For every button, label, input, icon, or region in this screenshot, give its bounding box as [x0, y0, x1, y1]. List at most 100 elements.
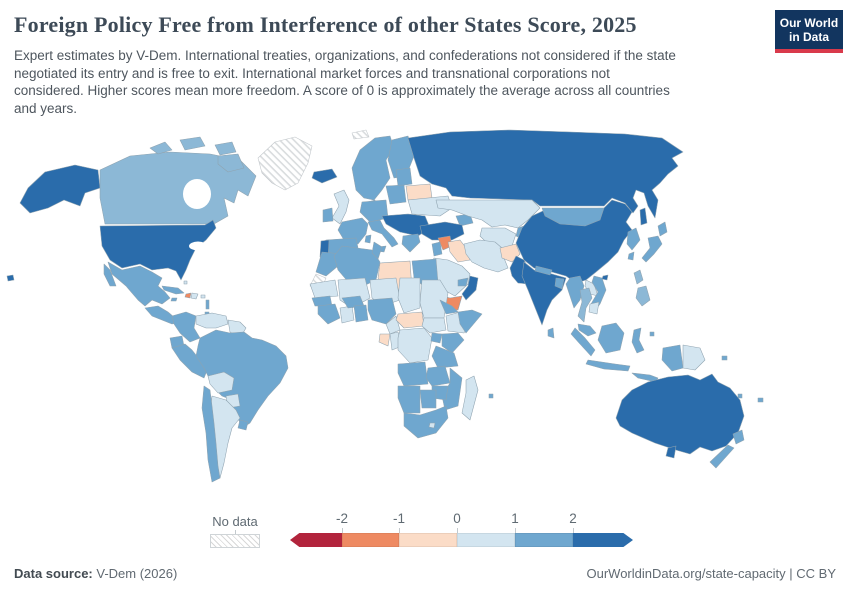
map-region-greece[interactable] [401, 233, 421, 253]
map-region-mongolia[interactable] [541, 207, 605, 227]
legend-segment-minus1-0[interactable] [399, 533, 457, 547]
map-region-brazil[interactable] [195, 329, 289, 429]
map-region-greenland[interactable] [257, 136, 313, 191]
map-region-svalbard[interactable] [351, 129, 370, 140]
legend-segment-minus2-minus1[interactable] [342, 533, 399, 547]
map-region-cambodia[interactable] [588, 301, 600, 315]
map-region-ivory-coast[interactable] [339, 305, 355, 324]
map-region-fiji[interactable] [757, 397, 764, 403]
map-region-car[interactable] [395, 311, 425, 329]
map-region-thailand[interactable] [577, 287, 593, 323]
map-region-australia[interactable] [615, 373, 745, 455]
map-region-bahamas[interactable] [183, 280, 188, 285]
map-region-tanzania[interactable] [431, 345, 459, 369]
map-region-poland[interactable] [385, 184, 407, 205]
legend-segment-1-2[interactable] [515, 533, 573, 547]
map-region-mexico[interactable] [107, 261, 171, 307]
map-region-botswana[interactable] [419, 389, 437, 409]
owid-logo[interactable]: Our World in Data [775, 10, 843, 53]
map-region-south-africa[interactable] [403, 405, 449, 439]
map-region-nz-south[interactable] [709, 444, 735, 469]
map-region-zambia[interactable] [425, 365, 451, 387]
map-region-kazakhstan[interactable] [435, 199, 541, 229]
legend-segment-0-1[interactable] [457, 533, 515, 547]
map-region-japan-hokkaido[interactable] [657, 221, 668, 237]
map-region-sudan[interactable] [419, 279, 449, 319]
map-region-baja[interactable] [103, 263, 117, 287]
legend-segment-gt-2[interactable] [573, 533, 633, 547]
map-region-japan-honshu[interactable] [641, 235, 663, 263]
map-region-sumatra[interactable] [570, 327, 596, 357]
map-region-namibia[interactable] [397, 385, 421, 414]
map-region-canada-arctic[interactable] [179, 136, 206, 151]
map-region-puerto-rico[interactable] [200, 294, 206, 299]
map-region-borneo[interactable] [597, 322, 625, 354]
map-region-hainan[interactable] [601, 274, 609, 281]
map-region-uganda[interactable] [430, 332, 443, 344]
map-region-belarus[interactable] [405, 183, 433, 201]
map-region-bolivia[interactable] [207, 371, 235, 394]
map-region-lesser-antilles[interactable] [205, 299, 210, 310]
map-region-java[interactable] [585, 359, 631, 372]
map-region-nepal[interactable] [534, 265, 553, 276]
map-region-ireland[interactable] [322, 207, 334, 223]
no-data-swatch[interactable] [210, 534, 260, 548]
map-region-uruguay[interactable] [237, 419, 249, 431]
map-region-russia[interactable] [407, 129, 684, 219]
map-region-tasmania[interactable] [665, 445, 677, 459]
map-region-uk[interactable] [331, 189, 350, 225]
map-region-ghana[interactable] [353, 304, 369, 323]
map-region-kenya[interactable] [441, 332, 465, 354]
map-region-france[interactable] [337, 217, 369, 245]
map-region-chile[interactable] [201, 385, 221, 483]
map-region-italy[interactable] [367, 219, 399, 248]
map-region-png[interactable] [682, 344, 706, 371]
map-region-gabon[interactable] [378, 333, 391, 347]
map-region-west-papua[interactable] [661, 344, 684, 372]
map-region-guinea[interactable] [317, 303, 341, 325]
legend-no-data[interactable]: No data [210, 514, 260, 548]
map-region-angola[interactable] [397, 361, 429, 387]
map-region-vanuatu[interactable] [737, 393, 743, 399]
map-region-venezuela[interactable] [195, 312, 229, 329]
map-region-myanmar[interactable] [565, 275, 585, 309]
map-region-alaska[interactable] [19, 164, 101, 214]
map-region-dr-congo[interactable] [397, 327, 433, 364]
map-region-sakhalin[interactable] [639, 207, 648, 226]
map-region-korea[interactable] [626, 227, 641, 251]
legend-segment-lt-minus2[interactable] [290, 533, 342, 547]
map-region-usa[interactable] [99, 219, 217, 281]
map-region-philippines-mindanao[interactable] [635, 285, 651, 307]
map-region-baffin[interactable] [217, 153, 245, 173]
map-region-cuba[interactable] [161, 285, 185, 295]
map-region-nz-north[interactable] [732, 429, 745, 445]
map-region-tunisia[interactable] [371, 241, 383, 260]
map-region-uae[interactable] [457, 277, 469, 287]
map-region-iran[interactable] [463, 239, 509, 273]
map-region-iraq[interactable] [447, 239, 471, 263]
credit-link[interactable]: OurWorldinData.org/state-capacity | CC B… [586, 566, 836, 581]
map-region-dominican-republic[interactable] [190, 292, 199, 300]
map-region-canada-arctic[interactable] [214, 141, 237, 156]
map-region-baltics[interactable] [395, 167, 413, 187]
map-region-jamaica[interactable] [170, 297, 178, 302]
map-region-solomon[interactable] [721, 355, 728, 361]
map-region-mauritius[interactable] [488, 393, 494, 399]
map-region-sardinia[interactable] [364, 234, 372, 244]
map-region-philippines-luzon[interactable] [633, 269, 644, 285]
map-region-jordan-israel[interactable] [431, 241, 443, 257]
map-region-south-sudan[interactable] [421, 317, 447, 334]
map-region-mauritania[interactable] [309, 279, 339, 299]
map-region-lesotho[interactable] [428, 422, 436, 429]
map-region-canada-arctic[interactable] [149, 141, 173, 155]
map-region-oman[interactable] [461, 275, 479, 301]
map-region-malaysia[interactable] [577, 323, 597, 337]
map-region-bangladesh[interactable] [554, 277, 565, 290]
map-region-iceland[interactable] [311, 168, 338, 184]
map-region-sulawesi[interactable] [631, 327, 645, 354]
map-region-taiwan[interactable] [627, 251, 635, 261]
map-region-haiti[interactable] [184, 292, 192, 299]
map-region-somalia[interactable] [457, 309, 483, 334]
map-region-madagascar[interactable] [461, 375, 479, 421]
map-region-canada[interactable] [99, 151, 257, 225]
